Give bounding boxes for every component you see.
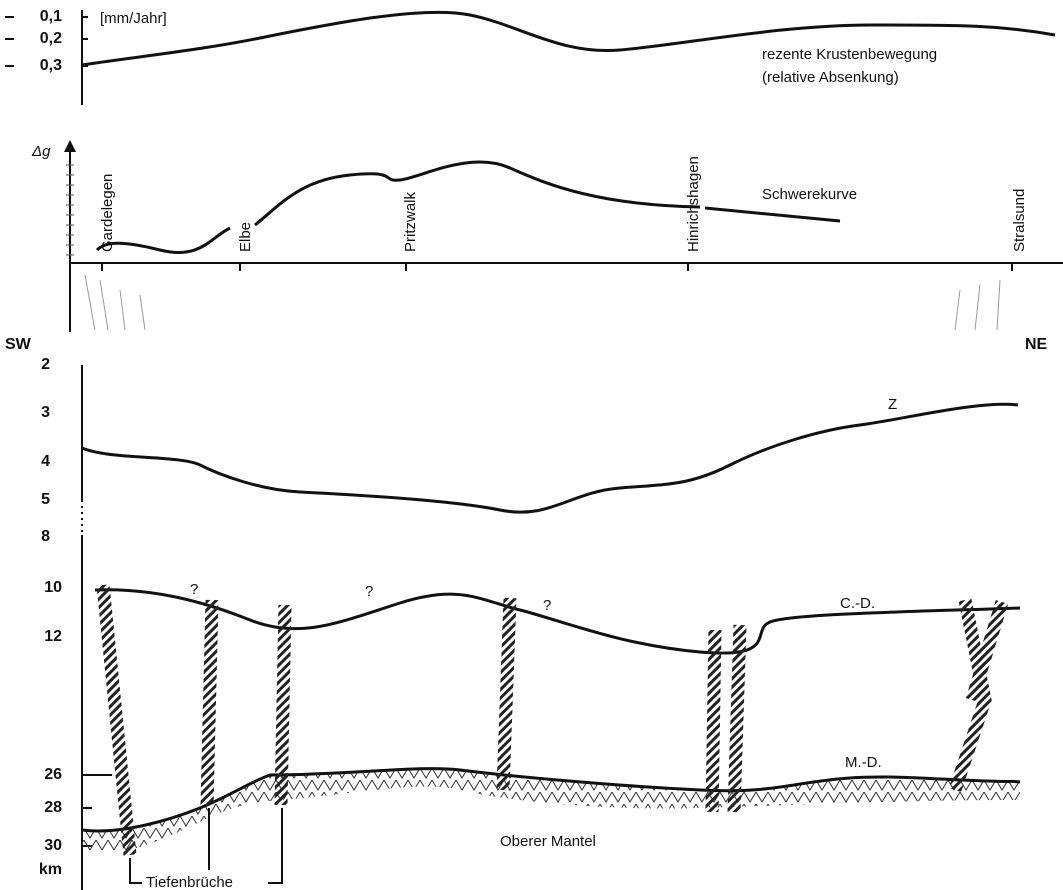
depth-tick: 28: [44, 799, 62, 816]
arrow: [64, 140, 76, 152]
faint-faults: [84, 274, 1001, 331]
axis-label: Δg: [31, 143, 51, 160]
depth-tick: 30: [44, 837, 62, 854]
mantle-hatch: [82, 768, 1020, 850]
place: Elbe: [237, 222, 254, 252]
direction: NE: [1025, 336, 1048, 353]
tick-dashes: [5, 16, 14, 67]
md-label: M.-D.: [845, 754, 882, 771]
fault-bracket: [129, 808, 283, 884]
unit: [mm/Jahr]: [100, 10, 167, 27]
section: SW NE 2 3 4 5 8 10 12 26 28 30 km Z C.-D…: [5, 336, 1048, 890]
mantle-label: Oberer Mantel: [500, 833, 596, 850]
gravity-curve: [704, 206, 841, 223]
depth-tick: 12: [44, 628, 62, 645]
question-mark: ?: [543, 597, 551, 614]
tick-label: 0,3: [40, 57, 62, 74]
question-mark: ?: [365, 583, 373, 600]
place-ticks: [101, 263, 1013, 271]
gravity-curve: [95, 226, 231, 255]
depth-tick: 3: [41, 404, 50, 421]
place: Gardelegen: [99, 174, 116, 252]
depth-tick: 5: [41, 491, 50, 508]
depth-tick: 2: [41, 356, 50, 373]
gravity-panel: Δg Gardelegen Elbe Pritzwalk Hinrichshag…: [31, 140, 1063, 332]
axis-ticks: [66, 164, 74, 256]
depth-tick: km: [39, 861, 62, 878]
faults-label: Tiefenbrüche: [146, 874, 233, 890]
place: Pritzwalk: [402, 191, 419, 252]
label: rezente Krustenbewegung: [762, 46, 937, 63]
z-curve: [81, 402, 1019, 514]
crust-panel: 0,1 0,2 0,3 [mm/Jahr] rezente Krustenbew…: [5, 8, 1056, 105]
depth-tick: 26: [44, 766, 62, 783]
label: (relative Absenkung): [762, 69, 899, 86]
place: Stralsund: [1011, 189, 1028, 252]
depth-tick: 10: [44, 579, 62, 596]
cd-label: C.-D.: [840, 595, 875, 612]
question-mark: ?: [190, 581, 198, 598]
place: Hinrichshagen: [685, 156, 702, 252]
tick-label: 0,2: [40, 30, 62, 47]
cd-curve: [94, 588, 1021, 655]
depth-tick: 8: [41, 528, 50, 545]
curve-label: Schwerekurve: [762, 186, 857, 203]
direction: SW: [5, 336, 32, 353]
crust-curve: [81, 10, 1056, 67]
faults: [96, 584, 1009, 856]
tick-label: 0,1: [40, 8, 62, 25]
gravity-curve: [254, 160, 701, 227]
z-label: Z: [888, 396, 897, 413]
depth-tick: 4: [41, 453, 50, 470]
